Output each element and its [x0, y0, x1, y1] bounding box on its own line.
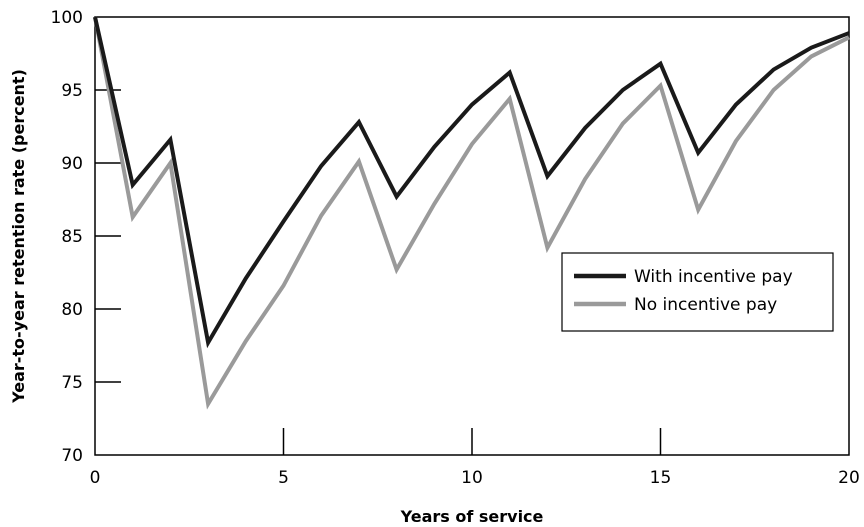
legend-box — [561, 252, 834, 332]
x-tick-label: 15 — [650, 468, 672, 488]
plot-border — [94, 16, 850, 456]
series-line-with-incentive-pay — [93, 16, 850, 349]
y-axis: 70 75 80 85 90 95 100 — [51, 8, 121, 466]
y-tick-label: 75 — [61, 373, 83, 393]
x-axis-title: Years of service — [400, 507, 544, 526]
legend: With incentive pay No incentive pay — [561, 252, 834, 332]
y-tick-label: 70 — [61, 446, 83, 466]
x-tick-label: 20 — [838, 468, 860, 488]
x-tick-label: 5 — [278, 468, 289, 488]
y-tick-label: 100 — [51, 8, 83, 28]
y-tick-label: 80 — [61, 300, 83, 320]
plot-frame — [94, 16, 850, 456]
series-lines — [93, 16, 850, 410]
y-tick-label: 90 — [61, 154, 83, 174]
y-axis-title: Year-to-year retention rate (percent) — [9, 69, 28, 404]
series-line-no-incentive-pay — [93, 16, 850, 410]
legend-label: With incentive pay — [634, 267, 793, 287]
x-tick-label: 10 — [461, 468, 483, 488]
x-tick-label: 0 — [90, 468, 101, 488]
y-tick-label: 85 — [61, 227, 83, 247]
y-tick-label: 95 — [61, 81, 83, 101]
x-axis: 0 5 10 15 20 — [90, 428, 860, 488]
legend-label: No incentive pay — [634, 295, 777, 315]
